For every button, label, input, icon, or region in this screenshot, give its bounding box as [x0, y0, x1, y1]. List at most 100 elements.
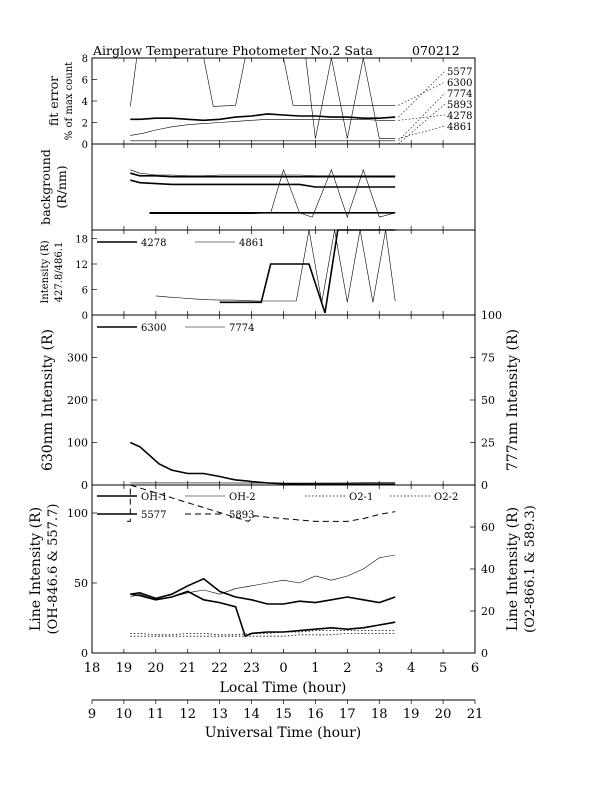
- legend-label: 4278: [447, 111, 472, 122]
- panel-630nm: 0 100 200 300 0 25 50 75 100 630nm Intensity (R)…: [40, 309, 521, 492]
- x-tick-label: 23: [243, 661, 260, 676]
- y-tick-label: 6: [82, 76, 88, 87]
- legend-leader: [398, 114, 446, 121]
- legend-leader: [398, 81, 446, 106]
- y-tick-label: 6: [82, 286, 88, 297]
- x2-tick-label: 13: [211, 707, 228, 722]
- panel-fit-error: 0 2 4 6 8 fit error % of max count: [46, 54, 476, 151]
- legend-label: OH-1: [141, 492, 168, 503]
- series-line-5893: [127, 484, 396, 522]
- series-line-o2-1: [130, 633, 396, 637]
- series-line-5577: [130, 113, 396, 122]
- x-tick-label: 19: [116, 661, 133, 676]
- x2-tick-label: 18: [371, 707, 388, 722]
- legend-leader: [398, 70, 446, 118]
- series-line-5577: [130, 590, 396, 638]
- y-tick-label: 2: [82, 119, 88, 130]
- y-tick-label: 8: [82, 54, 88, 65]
- series-line-4278: [130, 119, 396, 136]
- y-tick-label: 4: [82, 97, 88, 108]
- y-tick-label: 0: [82, 140, 88, 151]
- y2-tick-label: 40: [481, 563, 495, 576]
- x2-tick-label: 17: [339, 707, 356, 722]
- panel-background-ylabel-2: (R/nm): [54, 165, 69, 208]
- panel-intensity-4278-ylabel-2: 427.8/486.1: [54, 242, 65, 303]
- x-axis-local: 18 19 20 21 22 23 0 1 2 3 4 5 6: [84, 661, 479, 676]
- x2-tick-label: 14: [243, 707, 260, 722]
- panel-630nm-ylabel: 630nm Intensity (R): [40, 329, 56, 471]
- legend-label: O2-1: [349, 492, 373, 503]
- series-line-7774: [130, 482, 396, 484]
- y2-tick-label: 75: [481, 352, 495, 365]
- series-line-oh-1: [130, 577, 396, 605]
- x-tick-label: 6: [471, 661, 479, 676]
- y-tick-label: 18: [75, 235, 88, 246]
- x-axis-ut: 9 10 11 12 13 14 15 16 17 18 19 20 21: [88, 700, 483, 722]
- y-tick-label: 0: [81, 479, 88, 492]
- chart-title: Airglow Temperature Photometer No.2 Sata: [92, 43, 373, 58]
- legend-leader: [398, 125, 446, 139]
- x-tick-label: 0: [279, 661, 287, 676]
- series-line-6300: [130, 57, 396, 107]
- x-tick-label: 21: [179, 661, 196, 676]
- legend-label: 5893: [229, 510, 254, 521]
- x-tick-label: 2: [343, 661, 351, 676]
- series-line-s3: [130, 179, 396, 188]
- legend-label: 6300: [447, 78, 472, 89]
- chart-date: 070212: [412, 43, 460, 58]
- series-line-4861: [155, 229, 396, 303]
- series-line-4861: [305, 57, 396, 139]
- x2-tick-label: 19: [403, 707, 420, 722]
- y-tick-label: 300: [67, 352, 88, 365]
- legend-label: 7774: [447, 89, 472, 100]
- panel-line-intensity: 0 50 100 0 20 40 60 Line Intensity (R) (OH-846…: [28, 484, 538, 660]
- series-line-s5: [149, 168, 396, 219]
- legend-label: 7774: [229, 323, 254, 334]
- x-tick-label: 1: [311, 661, 319, 676]
- series-line-6300: [129, 441, 396, 485]
- series-line-o2-2: [130, 630, 396, 636]
- x-tick-label: 18: [84, 661, 101, 676]
- y2-tick-label: 100: [481, 309, 502, 322]
- x2-tick-label: 12: [179, 707, 196, 722]
- x-tick-label: 22: [211, 661, 228, 676]
- legend-label: 5577: [447, 67, 472, 78]
- x2-tick-label: 15: [275, 707, 292, 722]
- x-tick-label: 4: [407, 661, 415, 676]
- y-tick-label: 200: [67, 394, 88, 407]
- panel-background: background (R/nm): [38, 143, 476, 231]
- legend-label: 5577: [141, 510, 166, 521]
- legend-label: 6300: [141, 323, 166, 334]
- legend-leader: [398, 92, 446, 141]
- legend-label: OH-2: [229, 492, 256, 503]
- y-tick-label: 100: [67, 507, 88, 520]
- x-tick-label: 5: [439, 661, 447, 676]
- series-line-s1: [130, 169, 396, 177]
- legend-630nm: 6300 7774: [97, 323, 254, 334]
- panel-fit-error-ylabel-1: fit error: [46, 76, 61, 126]
- y2-tick-label: 0: [481, 647, 488, 660]
- x2-tick-label: 11: [148, 707, 165, 722]
- series-line-oh-2: [130, 554, 396, 601]
- panel-fit-error-ylabel-2: % of max count: [64, 62, 75, 140]
- y-tick-label: 0: [81, 647, 88, 660]
- x-axis-ut-label: Universal Time (hour): [205, 725, 362, 741]
- panel-line-y2label-1: Line Intensity (R): [505, 507, 521, 631]
- series-line-s2: [130, 172, 396, 178]
- y2-tick-label: 20: [481, 605, 495, 618]
- x2-tick-label: 9: [88, 707, 96, 722]
- panel-intensity-4278-ylabel-1: Intensity (R): [40, 240, 51, 303]
- x2-tick-label: 21: [467, 707, 484, 722]
- y2-tick-label: 25: [481, 437, 495, 450]
- x2-tick-label: 10: [116, 707, 133, 722]
- legend-label: 4861: [447, 122, 472, 133]
- panel-line-y2label-2: (O2-866.1 & 589.3): [523, 505, 538, 633]
- x-axis-local-label: Local Time (hour): [220, 680, 347, 696]
- legend-label: 4861: [239, 238, 264, 249]
- legend-intensity-4278: 4278 4861: [97, 238, 264, 249]
- x2-tick-label: 20: [435, 707, 452, 722]
- legend-label: O2-2: [434, 492, 458, 503]
- panel-line-ylabel-2: (OH-846.6 & 557.7): [46, 504, 61, 635]
